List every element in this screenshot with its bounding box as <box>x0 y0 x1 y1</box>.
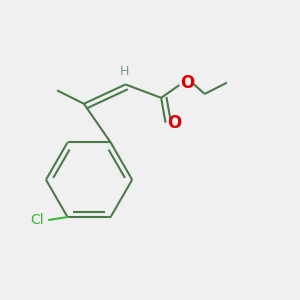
Text: O: O <box>180 74 194 92</box>
Text: O: O <box>167 114 182 132</box>
Text: H: H <box>119 65 129 79</box>
Text: Cl: Cl <box>30 213 44 227</box>
